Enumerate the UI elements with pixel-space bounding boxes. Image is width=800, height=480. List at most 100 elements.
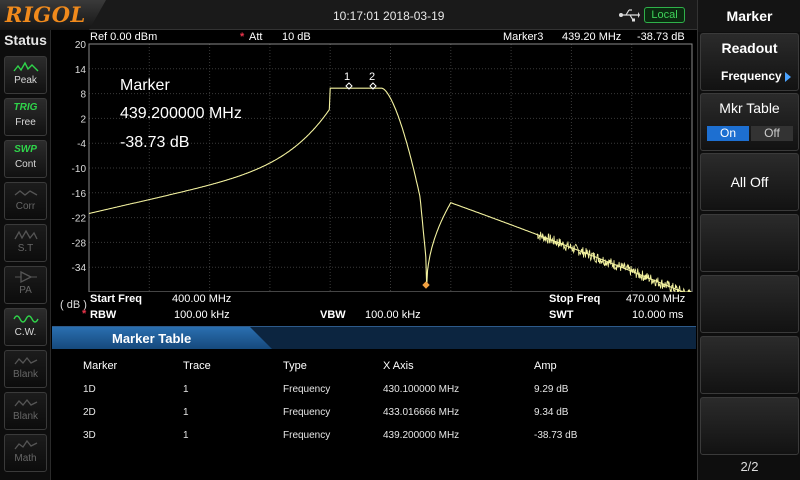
row-2-trace: 1 [183,407,189,418]
readout-value: Frequency [721,69,782,83]
rbw-value[interactable]: 100.00 kHz [174,309,230,321]
row-1-type: Frequency [283,384,331,395]
status-trig-button[interactable]: TRIG Free [4,98,47,136]
start-freq-value[interactable]: 400.00 MHz [172,293,232,305]
row-2-amp: 9.34 dB [534,407,569,418]
status-st-label: S.T [17,243,34,254]
plot-grid [89,44,692,292]
mkr-table-off-toggle[interactable]: Off [751,126,793,141]
empty-softkey-5[interactable] [700,275,799,333]
status-trig-label: Free [15,117,36,128]
rbw-label: RBW [90,309,117,321]
status-cw-button[interactable]: C.W. [4,308,47,346]
status-math-button[interactable]: Math [4,434,47,472]
rbw-star: * [82,308,87,320]
y-tick-label: -34 [72,263,87,274]
status-blank-button-1[interactable]: Blank [4,350,47,388]
sweep-info: Start Freq 400.00 MHz Stop Freq 470.00 M… [52,292,696,326]
peak-icon [5,57,46,75]
empty-softkey-6[interactable] [700,336,799,394]
brand-text: RIGOL [5,2,86,27]
overlay-marker-amp: -38.73 dB [120,134,189,151]
plot-header: Ref 0.00 dBm * Att 10 dB Marker3 439.20 … [52,30,696,44]
trace-1-noise [536,231,692,292]
menu-title: Marker [698,0,800,32]
spectrum-plot[interactable]: 20 14 8 2 -4 -10 -16 -22 -28 -34 Marker 439.20000… [52,30,696,292]
marker-2-label: 2 [369,71,375,83]
brand-logo: RIGOL [0,0,106,30]
row-1-x: 430.100000 MHz [383,384,460,395]
overlay-marker-freq: 439.200000 MHz [120,105,242,122]
pa-icon [5,267,46,285]
col-amp: Amp [534,360,557,372]
marker-table: Marker Trace Type X Axis Amp 1D 1 Freque… [52,349,696,480]
readout-button[interactable]: Readout Frequency [700,33,799,91]
y-tick-label: -10 [72,164,87,175]
marker-table-title: Marker Table [112,331,192,346]
status-peak-label: Peak [14,75,37,86]
empty-softkey-7[interactable] [700,397,799,455]
swt-label: SWT [549,309,574,321]
row-3-x: 439.200000 MHz [383,430,460,441]
status-math-label: Math [14,453,37,464]
softkey-menu: Marker Readout Frequency Mkr Table On Of… [697,0,800,480]
overlay-marker-title: Marker [120,77,170,94]
status-st-button[interactable]: S.T [4,224,47,262]
swp-icon: SWP [14,144,37,155]
y-tick-label: -28 [72,238,87,249]
marker-freq: 439.20 MHz [562,31,622,43]
y-tick-label: 2 [80,114,86,125]
marker-2[interactable]: 2 [369,71,377,90]
status-peak-button[interactable]: Peak [4,56,47,94]
math-icon [5,435,46,453]
blank-icon [5,351,46,369]
st-icon [5,225,46,243]
marker-3[interactable] [422,281,430,289]
readout-label: Readout [721,40,778,56]
top-bar: RIGOL 10:17:01 2018-03-19 Local [0,0,697,30]
att-value[interactable]: 10 dB [282,31,311,43]
status-panel: Status Peak TRIG Free SWP Cont Corr S.T … [0,30,51,480]
blank-icon [5,393,46,411]
marker-table-header: Marker Table [52,326,696,349]
status-corr-button[interactable]: Corr [4,182,47,220]
ref-level[interactable]: Ref 0.00 dBm [90,31,158,43]
status-swp-button[interactable]: SWP Cont [4,140,47,178]
y-axis-ticks: 20 14 8 2 -4 -10 -16 -22 -28 -34 [72,40,87,274]
row-1-marker: 1D [83,384,96,395]
col-type: Type [283,360,307,372]
vbw-value[interactable]: 100.00 kHz [365,309,421,321]
status-cw-label: C.W. [14,327,37,338]
row-2-marker: 2D [83,407,96,418]
marker-1[interactable]: 1 [344,71,353,90]
marker-table-tab[interactable] [52,327,272,349]
row-3-amp: -38.73 dB [534,430,578,441]
status-swp-label: Cont [14,159,37,170]
local-badge[interactable]: Local [644,7,685,23]
att-label: Att [249,31,263,43]
mkr-table-button[interactable]: Mkr Table On Off [700,93,799,151]
y-unit-label: ( dB ) [60,299,87,311]
all-off-button[interactable]: All Off [700,153,799,211]
stop-freq-value[interactable]: 470.00 MHz [626,293,686,305]
row-1-amp: 9.29 dB [534,384,569,395]
empty-softkey-4[interactable] [700,214,799,272]
y-tick-label: -4 [77,139,86,150]
swt-value[interactable]: 10.000 ms [632,309,684,321]
status-title: Status [4,32,47,48]
status-blank-label-1: Blank [12,369,38,380]
row-3-type: Frequency [283,430,331,441]
mkr-table-on-toggle[interactable]: On [707,126,749,141]
stop-freq-label: Stop Freq [549,293,601,305]
status-pa-button[interactable]: PA [4,266,47,304]
trace-1 [88,87,692,292]
marker-1-label: 1 [344,71,350,83]
y-tick-label: 14 [75,65,87,76]
usb-icon [619,9,640,22]
col-marker: Marker [83,360,118,372]
marker-amp: -38.73 dB [637,31,685,43]
status-blank-button-2[interactable]: Blank [4,392,47,430]
y-tick-label: 8 [80,90,86,101]
corr-icon [5,183,46,201]
vbw-label: VBW [320,309,346,321]
